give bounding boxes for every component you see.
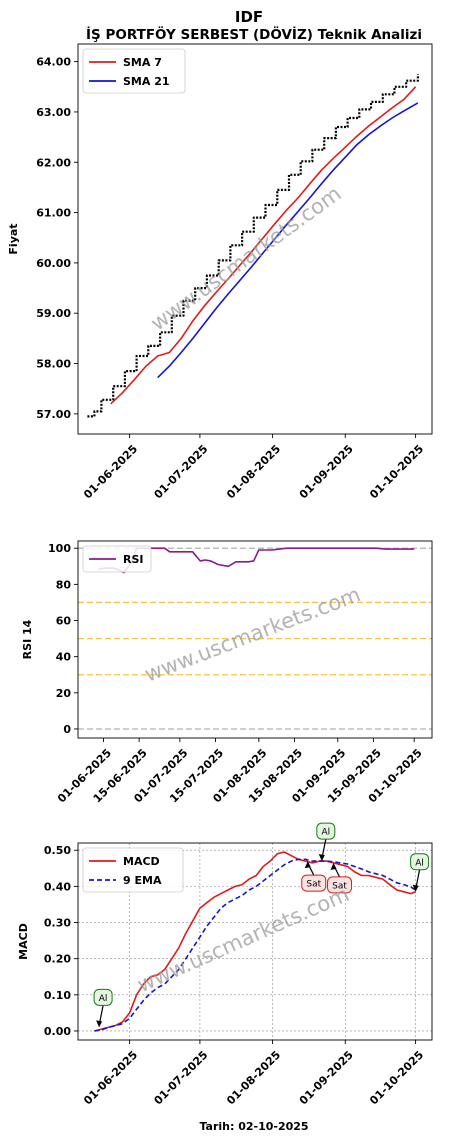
buy-signal-label: Al [415, 858, 424, 868]
x-axis-label: Tarih: 02-10-2025 [199, 1120, 308, 1133]
y-tick-label: 60.00 [36, 257, 71, 270]
buy-signal-label: Al [321, 828, 330, 838]
x-tick-label: 01-10-2025 [367, 1048, 426, 1107]
y-tick-label: 0.40 [44, 880, 71, 893]
x-tick-label: 01-08-2025 [224, 1048, 283, 1107]
x-tick-label: 01-07-2025 [152, 1048, 211, 1107]
y-tick-label: 0.00 [44, 1025, 71, 1038]
axes-frame [77, 540, 433, 739]
x-tick-label: 01-06-2025 [81, 442, 140, 501]
chart-subtitle: İŞ PORTFÖY SERBEST (DÖVİZ) Teknik Analiz… [86, 25, 422, 43]
y-axis-label: RSI 14 [21, 619, 34, 659]
y-tick-label: 0.10 [44, 989, 71, 1002]
sell-signal-label: Sat [332, 881, 347, 891]
x-tick-label: 01-09-2025 [297, 1048, 356, 1107]
y-axis-label: MACD [17, 923, 30, 960]
y-tick-label: 63.00 [36, 106, 71, 119]
annotation-arrowhead [412, 884, 419, 892]
macd-line [94, 851, 416, 1032]
buy-signal-box [93, 988, 113, 1006]
buy-signal-box [316, 822, 336, 840]
x-tick-label: 01-10-2025 [367, 442, 426, 501]
legend-label: RSI [123, 553, 144, 566]
y-tick-label: 59.00 [36, 307, 71, 320]
x-tick-label: 01-07-2025 [152, 442, 211, 501]
price-line [87, 74, 419, 418]
annotation-arrowhead [330, 862, 337, 870]
ema9-line [94, 858, 417, 1032]
legend-label: MACD [123, 855, 160, 868]
y-tick-label: 64.00 [36, 56, 71, 69]
sma21-line [157, 102, 419, 379]
sma7-line [110, 86, 417, 405]
y-tick-label: 61.00 [36, 207, 71, 220]
axes-frame [77, 43, 433, 435]
legend-label: SMA 7 [123, 56, 162, 69]
annotation-arrowhead [96, 1020, 103, 1028]
y-tick-label: 57.00 [36, 408, 71, 421]
sell-signal-box [327, 876, 353, 894]
legend-label: 9 EMA [123, 874, 162, 887]
chart-title: IDF [235, 8, 263, 26]
y-tick-label: 62.00 [36, 156, 71, 169]
y-tick-label: 100 [48, 542, 71, 555]
macd-panel: 0.00 0.10 0.20 0.30 0.40 0.50 01-06-2025 01-07-… [17, 822, 433, 1107]
buy-signal-label: Al [99, 994, 108, 1004]
x-tick-label: 01-06-2025 [81, 1048, 140, 1107]
annotation-arrowhead [318, 854, 325, 862]
legend-box [82, 48, 186, 94]
legend-box [82, 847, 184, 893]
rsi-panel: 02040608010001-06-202515-06-202501-07-20… [21, 540, 433, 805]
y-tick-label: 0.30 [44, 917, 71, 930]
y-tick-label: 58.00 [36, 358, 71, 371]
plot-area [78, 44, 432, 434]
y-tick-label: 60 [56, 615, 72, 628]
y-tick-label: 20 [56, 687, 72, 700]
plot-area [78, 541, 432, 738]
legend-box [82, 545, 152, 573]
price-panel: 57.00 58.00 59.00 60.00 61.00 62.00 63.00 64.00… [7, 43, 433, 501]
y-tick-label: 0.20 [44, 953, 71, 966]
sell-signal-label: Sat [306, 880, 321, 890]
x-tick-label: 01-08-2025 [224, 442, 283, 501]
y-tick-label: 0 [63, 723, 71, 736]
x-tick-label: 01-09-2025 [297, 442, 356, 501]
y-axis-label: Fiyat [7, 223, 20, 254]
buy-signal-box [410, 853, 430, 871]
y-tick-label: 40 [56, 651, 72, 664]
axes-frame [77, 842, 433, 1041]
sell-signal-box [301, 874, 327, 892]
y-tick-label: 80 [56, 578, 72, 591]
annotation-arrowhead [304, 861, 311, 869]
y-tick-label: 0.50 [44, 844, 71, 857]
legend-label: SMA 21 [123, 75, 170, 88]
